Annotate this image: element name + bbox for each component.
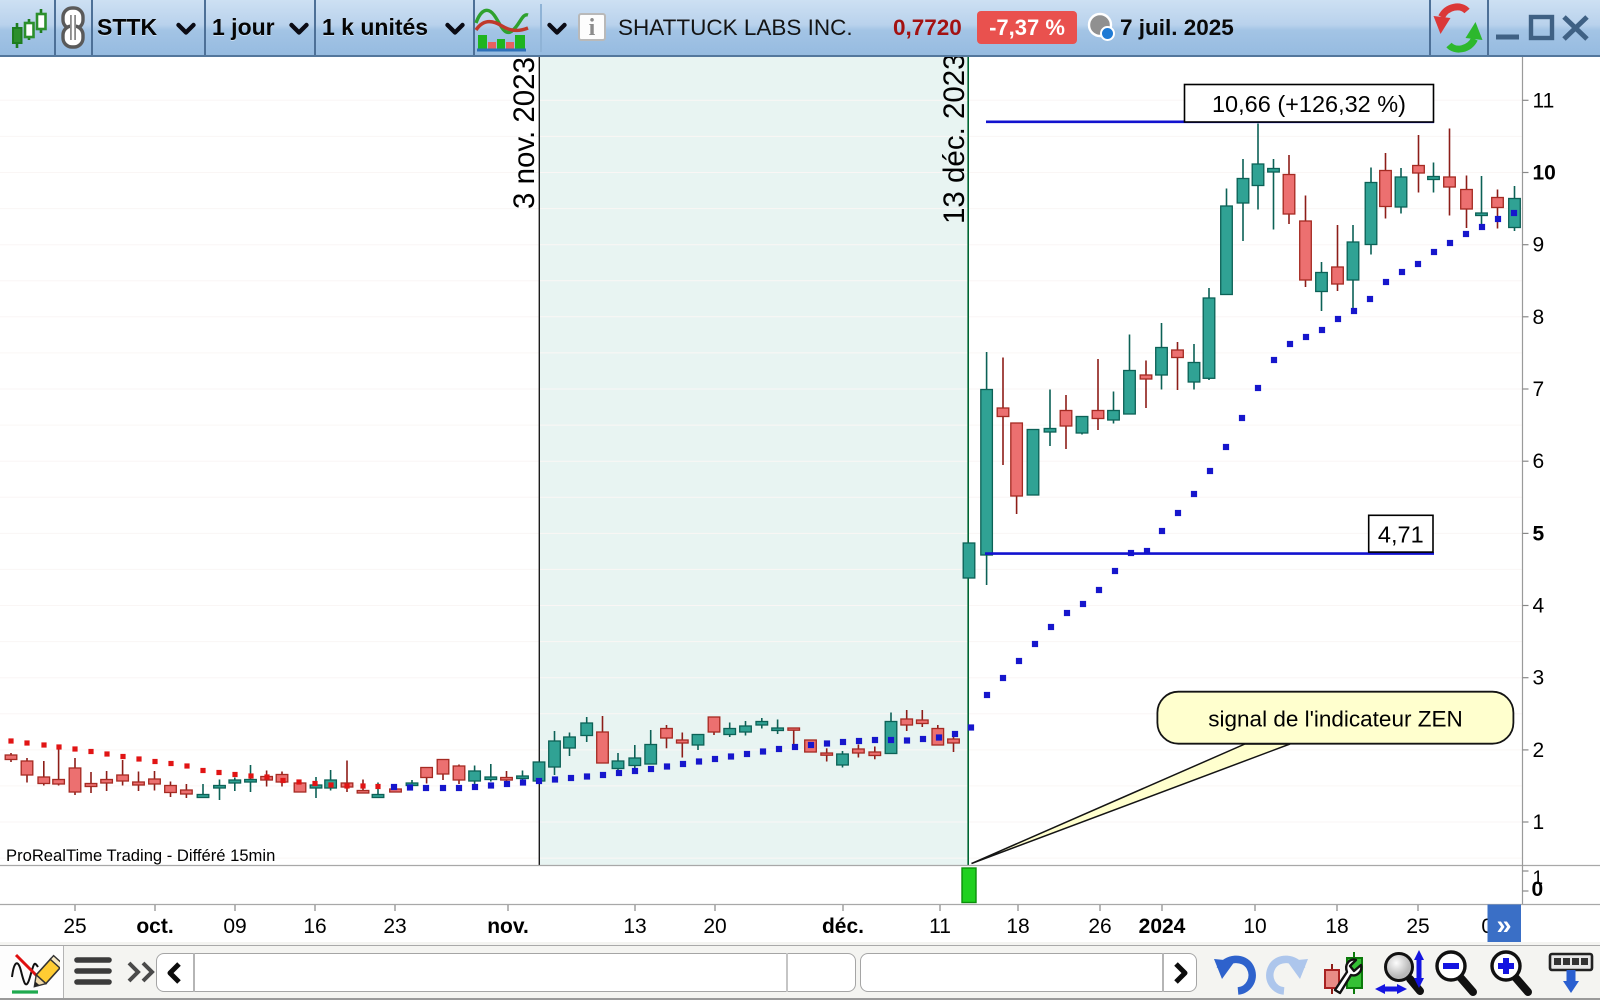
svg-text:18: 18 <box>1006 915 1029 938</box>
svg-text:25: 25 <box>1406 915 1429 938</box>
svg-text:10: 10 <box>1243 915 1266 938</box>
svg-text:5: 5 <box>1533 522 1545 545</box>
svg-text:11: 11 <box>1533 89 1555 112</box>
svg-text:3 nov. 2023: 3 nov. 2023 <box>508 57 541 209</box>
svg-text:25: 25 <box>63 915 86 938</box>
svg-text:9: 9 <box>1533 234 1545 257</box>
svg-text:signal de l'indicateur ZEN: signal de l'indicateur ZEN <box>1208 707 1462 732</box>
svg-text:18: 18 <box>1325 915 1348 938</box>
svg-text:1: 1 <box>1533 868 1544 889</box>
svg-text:4,71: 4,71 <box>1378 522 1424 548</box>
svg-text:13 déc. 2023: 13 déc. 2023 <box>938 57 971 224</box>
svg-text:09: 09 <box>223 915 246 938</box>
svg-text:»: » <box>1496 910 1511 940</box>
svg-text:10,66 (+126,32 %): 10,66 (+126,32 %) <box>1212 91 1406 117</box>
svg-text:16: 16 <box>303 915 326 938</box>
svg-text:7: 7 <box>1533 378 1545 401</box>
svg-text:4: 4 <box>1533 595 1545 618</box>
svg-text:oct.: oct. <box>136 915 173 938</box>
svg-text:11: 11 <box>929 915 951 938</box>
svg-text:0: 0 <box>1532 878 1544 901</box>
svg-text:2024: 2024 <box>1139 915 1186 938</box>
svg-text:nov.: nov. <box>487 915 529 938</box>
svg-text:2: 2 <box>1533 739 1545 762</box>
svg-text:1: 1 <box>1533 811 1545 834</box>
svg-text:6: 6 <box>1533 450 1545 473</box>
svg-text:3: 3 <box>1533 667 1545 690</box>
svg-text:20: 20 <box>703 915 726 938</box>
svg-text:10: 10 <box>1533 162 1556 185</box>
svg-text:déc.: déc. <box>822 915 864 938</box>
svg-text:13: 13 <box>623 915 646 938</box>
svg-text:ProRealTime Trading - Différé: ProRealTime Trading - Différé 15min <box>6 846 275 865</box>
svg-text:8: 8 <box>1533 306 1545 329</box>
svg-text:23: 23 <box>383 915 406 938</box>
svg-text:26: 26 <box>1088 915 1111 938</box>
